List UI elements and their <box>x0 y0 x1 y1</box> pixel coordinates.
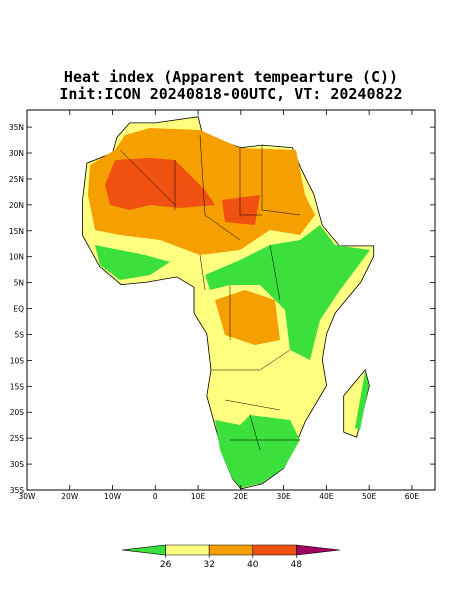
green-region <box>215 415 300 488</box>
lat-tick-label: 10N <box>9 253 24 262</box>
map-land <box>82 116 375 490</box>
lat-tick-label: 20N <box>9 201 24 210</box>
colorbar-segment <box>296 544 341 556</box>
colorbar-label: 32 <box>203 560 214 570</box>
borders <box>119 134 301 451</box>
lat-tick-label: 25S <box>10 434 25 443</box>
lat-tick-label: 15N <box>9 227 24 236</box>
lat-tick-label: 5S <box>14 330 24 339</box>
green-region <box>355 372 369 430</box>
lat-tick-label: 30N <box>9 149 24 158</box>
lat-tick-label: 5N <box>14 279 24 288</box>
lat-tick-label: 35N <box>9 123 24 132</box>
lon-tick-label: 30W <box>19 492 37 501</box>
colorbar-segment <box>252 544 297 556</box>
lon-tick-label: 60E <box>405 492 420 501</box>
colorbar-label: 40 <box>247 560 259 570</box>
lon-tick-label: 0 <box>153 492 158 501</box>
lon-tick-label: 40E <box>319 492 334 501</box>
lat-tick-label: 25N <box>9 175 24 184</box>
lon-tick-label: 50E <box>362 492 377 501</box>
colorbar-segment <box>165 544 210 556</box>
title-line: Init:ICON 20240818-00UTC, VT: 20240822 <box>59 85 402 103</box>
lon-tick-label: 10E <box>191 492 206 501</box>
lon-tick-label: 20W <box>61 492 79 501</box>
title-line: Heat index (Apparent tempearture (C)) <box>64 68 398 86</box>
lat-tick-label: EQ <box>13 305 24 314</box>
lat-tick-label: 15S <box>10 382 25 391</box>
colorbar-segment <box>208 544 254 556</box>
lon-tick-label: 10W <box>104 492 122 501</box>
green-region <box>95 245 170 280</box>
map-frame <box>26 109 436 491</box>
colorbar-label: 26 <box>160 560 172 570</box>
lat-tick-label: 35S <box>10 486 25 495</box>
colorbar-label: 48 <box>291 560 303 570</box>
green-region <box>205 225 370 360</box>
red-region <box>105 158 215 210</box>
red-region <box>222 195 260 225</box>
orange-region <box>215 290 280 345</box>
colorbar-segment <box>121 544 166 556</box>
lon-tick-label: 20E <box>234 492 249 501</box>
lon-tick-label: 30E <box>276 492 291 501</box>
lat-tick-label: 20S <box>10 408 25 417</box>
lat-tick-label: 10S <box>10 356 25 365</box>
lat-tick-label: 30S <box>10 460 25 469</box>
